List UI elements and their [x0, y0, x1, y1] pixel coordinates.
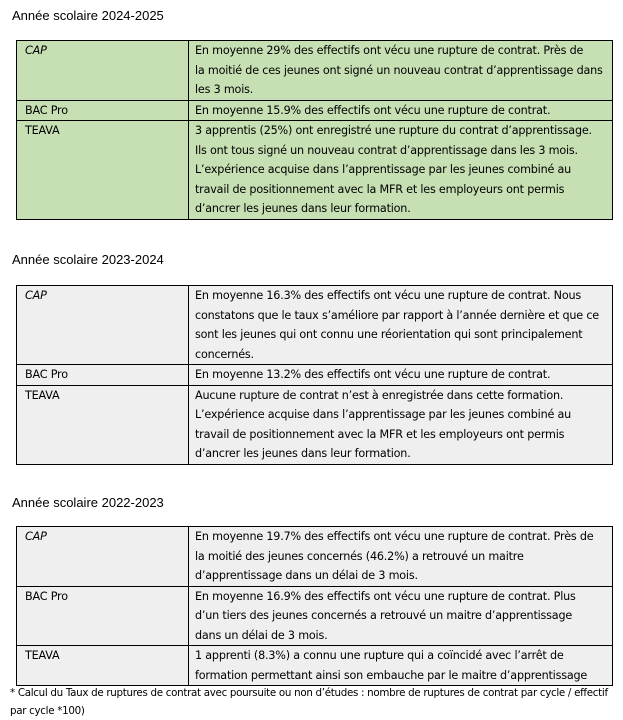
description-line: En moyenne 16.3% des effectifs ont vécu … [195, 289, 582, 302]
program-label: BAC Pro [16, 99, 189, 121]
description-line: d’ancrer les jeunes dans leur formation. [195, 447, 411, 460]
program-description: En moyenne 16.3% des effectifs ont vécu … [188, 285, 613, 365]
program-label: BAC Pro [16, 364, 189, 386]
program-label: CAP [16, 526, 189, 587]
section-heading: Année scolaire 2023-2024 [12, 252, 164, 267]
program-description: En moyenne 29% des effectifs ont vécu un… [188, 40, 613, 101]
footnote: * Calcul du Taux de ruptures de contrat … [10, 687, 608, 717]
description-line: d’un tiers des jeunes concernés a retrou… [195, 609, 573, 622]
description-line: travail de positionnement avec la MFR et… [195, 427, 565, 441]
description-line: L’expérience acquise dans l’apprentissag… [195, 163, 572, 176]
description-line: L’expérience acquise dans l’apprentissag… [195, 408, 572, 421]
table-row: TEAVA 3 apprentis (25%) ont enregistré un… [16, 120, 613, 220]
description-line: d’ancrer les jeunes dans leur formation. [195, 202, 411, 215]
results-table: CAP En moyenne 29% des effectifs ont vécu… [16, 40, 613, 220]
description-line: 1 apprenti (8.3%) a connu une rupture qu… [195, 649, 564, 662]
program-description: En moyenne 19.7% des effectifs ont vécu … [188, 526, 613, 587]
description-line: En moyenne 13.2% des effectifs ont vécu … [195, 368, 551, 381]
table-row: TEAVA 1 apprenti (8.3%) a connu une ruptu… [16, 645, 613, 686]
description-line: En moyenne 16.9% des effectifs ont vécu … [195, 589, 576, 603]
program-label: CAP [16, 285, 189, 365]
description-line: En moyenne 15.9% des effectifs ont vécu … [195, 103, 551, 117]
program-description: Aucune rupture de contrat n’est à enregi… [188, 384, 613, 465]
description-line: formation permettant ainsi son embauche … [195, 668, 588, 682]
program-label: TEAVA [16, 384, 189, 465]
results-table: CAP En moyenne 16.3% des effectifs ont vé… [16, 285, 613, 465]
table-row: CAP En moyenne 29% des effectifs ont vécu… [16, 40, 613, 101]
description-line: Aucune rupture de contrat n’est à enregi… [195, 388, 564, 402]
description-line: travail de positionnement avec la MFR et… [195, 182, 565, 196]
program-label: CAP [16, 40, 189, 101]
table-row: BAC Pro En moyenne 16.9% des effectifs on… [16, 585, 613, 646]
description-line: la moitié de ces jeunes ont signé un nou… [195, 63, 603, 77]
description-line: dans un délai de 3 mois. [195, 628, 328, 642]
section-heading: Année scolaire 2022-2023 [12, 495, 164, 510]
program-description: En moyenne 15.9% des effectifs ont vécu … [188, 99, 613, 121]
section-heading: Année scolaire 2024-2025 [12, 8, 164, 23]
results-table: CAP En moyenne 19.7% des effectifs ont vé… [16, 526, 613, 686]
description-line: Ils ont tous signé un nouveau contrat d’… [195, 143, 578, 157]
description-line: En moyenne 29% des effectifs ont vécu un… [195, 44, 584, 57]
table-row: BAC Pro En moyenne 13.2% des effectifs on… [16, 364, 613, 386]
description-line: les 3 mois. [195, 83, 254, 96]
table-row: TEAVA Aucune rupture de contrat n’est à e… [16, 384, 613, 465]
table-row: CAP En moyenne 19.7% des effectifs ont vé… [16, 526, 613, 587]
description-line: constatons que le taux s’améliore par ra… [195, 308, 599, 322]
program-label: BAC Pro [16, 585, 189, 646]
program-description: En moyenne 13.2% des effectifs ont vécu … [188, 364, 613, 386]
description-line: d’apprentissage dans un délai de 3 mois. [195, 569, 418, 582]
program-description: 1 apprenti (8.3%) a connu une rupture qu… [188, 645, 613, 686]
description-line: En moyenne 19.7% des effectifs ont vécu … [195, 530, 594, 543]
description-line: 3 apprentis (25%) ont enregistré une rup… [195, 124, 592, 137]
description-line: concernés. [195, 347, 254, 361]
description-line: la moitié des jeunes concernés (46.2%) a… [195, 549, 524, 563]
table-row: CAP En moyenne 16.3% des effectifs ont vé… [16, 285, 613, 365]
table-row: BAC Pro En moyenne 15.9% des effectifs on… [16, 99, 613, 121]
program-label: TEAVA [16, 645, 189, 686]
program-label: TEAVA [16, 120, 189, 220]
program-description: 3 apprentis (25%) ont enregistré une rup… [188, 120, 613, 220]
program-description: En moyenne 16.9% des effectifs ont vécu … [188, 585, 613, 646]
description-line: sont les jeunes qui ont connu une réorie… [195, 328, 583, 341]
